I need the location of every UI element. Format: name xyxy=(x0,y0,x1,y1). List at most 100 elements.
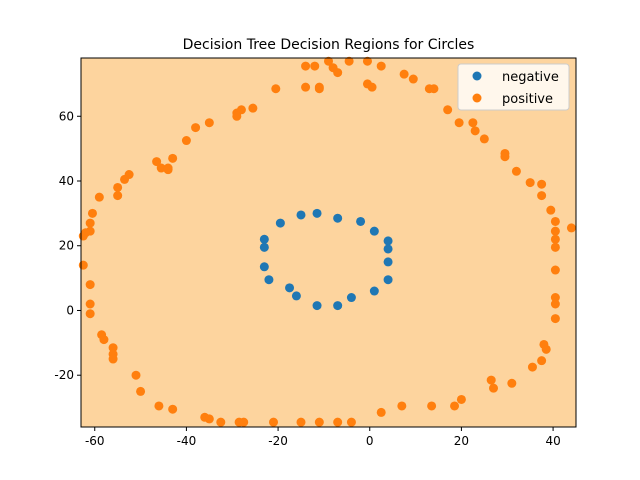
negative-point xyxy=(369,286,379,296)
positive-point xyxy=(376,407,386,417)
y-tick-label: -20 xyxy=(54,368,74,382)
positive-point xyxy=(99,335,109,345)
positive-point xyxy=(525,178,535,188)
positive-point xyxy=(479,134,489,144)
positive-point xyxy=(154,401,164,411)
positive-point xyxy=(301,61,311,71)
negative-point xyxy=(275,218,285,228)
scatter-points xyxy=(78,56,576,427)
positive-point xyxy=(550,242,560,252)
legend-label-positive: positive xyxy=(502,92,553,107)
positive-point xyxy=(301,82,311,92)
negative-point xyxy=(383,275,393,285)
positive-point xyxy=(546,205,556,215)
positive-point xyxy=(550,234,560,244)
positive-point xyxy=(550,299,560,309)
positive-point xyxy=(216,417,226,427)
negative-point xyxy=(312,301,322,311)
positive-point xyxy=(566,223,576,233)
positive-point xyxy=(168,404,178,414)
legend-marker-positive xyxy=(472,93,482,103)
positive-point xyxy=(271,84,281,94)
positive-point xyxy=(113,182,123,192)
positive-point xyxy=(163,165,173,175)
negative-point xyxy=(259,262,269,272)
positive-point xyxy=(550,216,560,226)
plot-frame xyxy=(80,57,577,428)
positive-point xyxy=(550,314,560,324)
positive-point xyxy=(120,174,130,184)
positive-point xyxy=(310,61,320,71)
negative-point xyxy=(291,291,301,301)
positive-point xyxy=(87,208,97,218)
positive-point xyxy=(541,344,551,354)
negative-point xyxy=(333,301,343,311)
positive-point xyxy=(450,401,460,411)
positive-point xyxy=(333,417,343,427)
positive-point xyxy=(232,111,242,121)
positive-point xyxy=(500,152,510,162)
positive-point xyxy=(489,383,498,393)
positive-point xyxy=(550,265,560,275)
positive-point xyxy=(367,82,377,92)
positive-point xyxy=(443,105,453,115)
positive-point xyxy=(550,226,560,236)
positive-point xyxy=(376,61,386,71)
positive-point xyxy=(85,280,95,290)
positive-point xyxy=(324,56,333,66)
x-tick-label: 20 xyxy=(454,434,469,448)
legend-marker-negative xyxy=(472,71,482,81)
positive-point xyxy=(204,118,214,128)
negative-point xyxy=(312,208,322,218)
positive-point xyxy=(85,309,95,319)
positive-point xyxy=(550,293,560,303)
x-tick-label: -60 xyxy=(85,434,105,448)
positive-point xyxy=(168,153,178,163)
y-tick-label: 0 xyxy=(66,303,74,317)
decision-region-background xyxy=(81,58,576,427)
positive-point xyxy=(454,118,464,128)
positive-point xyxy=(136,386,146,396)
positive-point xyxy=(537,356,547,366)
positive-point xyxy=(108,354,118,364)
legend: negative positive xyxy=(457,63,570,111)
y-tick-label: 60 xyxy=(59,109,74,123)
positive-point xyxy=(486,375,496,385)
positive-point xyxy=(314,84,324,94)
negative-point xyxy=(333,213,343,223)
positive-point xyxy=(333,68,343,78)
positive-point xyxy=(397,401,407,411)
positive-point xyxy=(314,417,324,427)
negative-point xyxy=(383,257,393,267)
negative-point xyxy=(346,293,356,303)
chart-title: Decision Tree Decision Regions for Circl… xyxy=(183,37,475,53)
positive-point xyxy=(85,218,95,228)
positive-point xyxy=(181,136,191,146)
positive-point xyxy=(248,103,258,113)
positive-point xyxy=(346,417,356,427)
negative-point xyxy=(383,236,393,246)
positive-point xyxy=(204,414,214,424)
positive-point xyxy=(152,157,162,167)
positive-point xyxy=(456,394,466,404)
positive-point xyxy=(296,417,306,427)
negative-point xyxy=(356,216,366,226)
positive-point xyxy=(269,417,278,427)
positive-point xyxy=(85,299,95,309)
negative-point xyxy=(296,210,306,220)
positive-point xyxy=(108,343,118,353)
positive-point xyxy=(78,260,88,270)
positive-point xyxy=(527,362,537,372)
positive-point xyxy=(429,84,439,94)
negative-point xyxy=(285,283,295,293)
positive-point xyxy=(507,378,517,388)
positive-point xyxy=(156,163,166,173)
x-tick-label: -20 xyxy=(268,434,288,448)
negative-point xyxy=(259,234,269,244)
positive-point xyxy=(191,123,201,133)
legend-box xyxy=(457,63,570,111)
positive-point xyxy=(131,370,141,380)
negative-point xyxy=(369,226,379,236)
positive-point xyxy=(427,401,437,411)
